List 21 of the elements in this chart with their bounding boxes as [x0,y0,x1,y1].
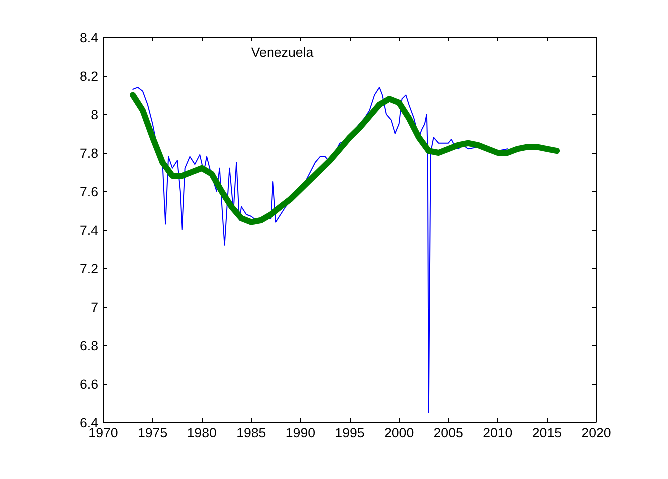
y-tick-label: 8.2 [80,69,99,84]
y-tick-label: 7.4 [80,223,100,238]
y-tick-label: 7.6 [80,184,99,200]
x-tick-label: 1980 [187,426,217,440]
y-tick-label: 8.4 [80,30,100,46]
y-tick-label: 7 [91,300,99,315]
x-tick-label: 1995 [335,426,365,440]
x-tick-label: 2015 [532,426,562,440]
x-tick-label: 2000 [384,426,414,440]
text: Venezuela [251,45,314,60]
x-tick-label: 1975 [138,426,168,440]
x-tick-label: 2020 [582,426,612,440]
x-tick-label: 2010 [483,426,513,440]
y-tick-label: 6.6 [80,377,99,392]
x-tick-label: 1985 [236,426,266,440]
x-tick-label: 1990 [286,426,316,440]
y-tick-label: 8 [91,108,99,122]
y-tick-label: 7.2 [80,262,99,276]
x-tick-label: 2005 [434,426,464,440]
y-tick-label: 6.8 [80,338,99,354]
y-tick-label: 7.8 [80,146,99,161]
